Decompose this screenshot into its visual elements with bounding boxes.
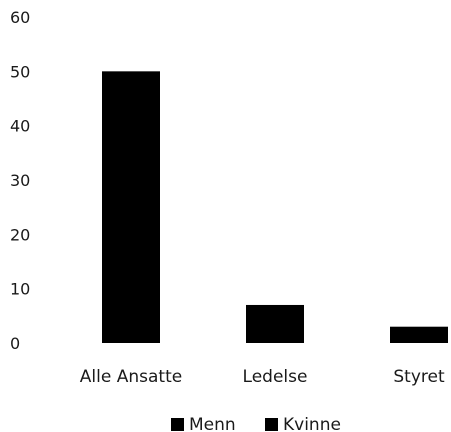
y-tick-label: 30 (10, 171, 30, 190)
y-tick-label: 40 (10, 117, 30, 136)
y-tick-label: 0 (10, 334, 20, 353)
y-tick-label: 20 (10, 225, 30, 244)
bar-menn (390, 326, 448, 343)
legend-label: Menn (189, 415, 236, 432)
bar-menn (102, 71, 160, 343)
legend-swatch (265, 418, 278, 431)
bar-menn (246, 304, 304, 343)
y-tick-label: 60 (10, 8, 30, 27)
x-axis: Alle Ansatte Ledelse Styret (80, 367, 445, 387)
y-axis: 0 10 20 30 40 50 60 (10, 8, 30, 353)
legend-swatch (171, 418, 184, 431)
bars (102, 71, 448, 343)
y-tick-label: 50 (10, 62, 30, 81)
legend: Menn Kvinne (171, 415, 341, 432)
x-category-label: Ledelse (243, 367, 308, 387)
y-tick-label: 10 (10, 280, 30, 299)
x-category-label: Alle Ansatte (80, 367, 182, 387)
legend-label: Kvinne (283, 415, 341, 432)
x-category-label: Styret (393, 367, 445, 387)
